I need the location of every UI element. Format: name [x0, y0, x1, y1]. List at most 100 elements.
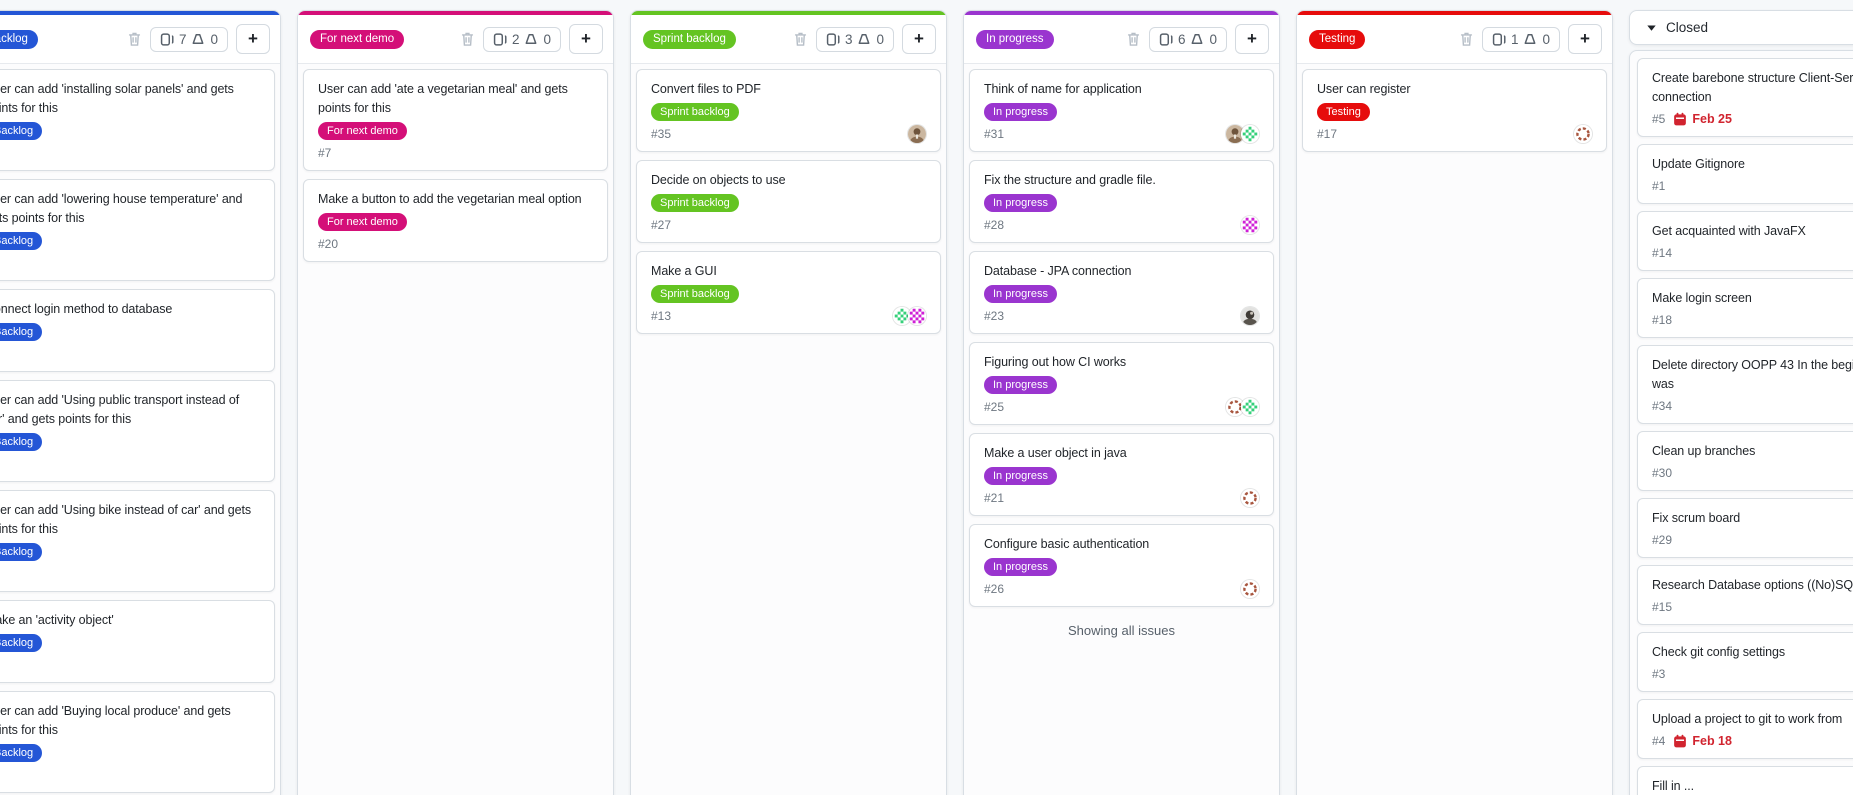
- card[interactable]: Figuring out how CI works In progress #25: [969, 342, 1274, 425]
- card-label-pill: In progress: [984, 194, 1058, 212]
- column-header-closed[interactable]: Closed: [1629, 10, 1853, 45]
- card[interactable]: Think of name for application In progress…: [969, 69, 1274, 152]
- card-label-pill: Sprint backlog: [651, 103, 739, 121]
- column-closed: Closed Create barebone structure Client-S…: [1629, 10, 1853, 795]
- card-meta: [0, 766, 260, 784]
- issue-number: #4: [1652, 734, 1666, 748]
- card[interactable]: User can add 'lowering house temperature…: [0, 179, 275, 281]
- card-title: Make an 'activity object': [0, 613, 114, 627]
- card[interactable]: Clean up branches #30: [1637, 431, 1853, 491]
- card[interactable]: Fill in ...: [1637, 766, 1853, 795]
- card[interactable]: Research Database options ((No)SQL?) #15: [1637, 565, 1853, 625]
- column-title: Closed: [1666, 20, 1709, 35]
- issue-number: #23: [984, 309, 1005, 323]
- card[interactable]: User can add 'Using bike instead of car'…: [0, 490, 275, 592]
- card[interactable]: Make an 'activity object' Backlog: [0, 600, 275, 683]
- add-card-button[interactable]: +: [569, 24, 603, 54]
- card[interactable]: Make a user object in java In progress #21: [969, 433, 1274, 516]
- card[interactable]: Delete directory OOPP 43 In the beginnin…: [1637, 345, 1853, 424]
- add-card-button[interactable]: +: [1568, 24, 1602, 54]
- card-label-pill: Sprint backlog: [651, 194, 739, 212]
- card-title: User can add 'installing solar panels' a…: [0, 82, 234, 115]
- card-meta: [0, 254, 260, 272]
- card[interactable]: User can add 'installing solar panels' a…: [0, 69, 275, 171]
- card-label-pill: For next demo: [318, 213, 407, 231]
- trash-icon[interactable]: [793, 31, 808, 47]
- milestone-icon: [191, 32, 205, 46]
- calendar-icon: [1673, 734, 1687, 749]
- column-header: Sprint backlog 3 0 +: [631, 15, 946, 64]
- card-label-pill: Backlog: [0, 744, 43, 762]
- card[interactable]: Create barebone structure Client-Server …: [1637, 58, 1853, 137]
- card-label-pill: Backlog: [0, 433, 43, 451]
- card-meta: #23: [984, 307, 1259, 325]
- card[interactable]: User can add 'ate a vegetarian meal' and…: [303, 69, 608, 171]
- card-meta: #25: [984, 398, 1259, 416]
- card[interactable]: User can add 'Buying local produce' and …: [0, 691, 275, 793]
- milestone-icon: [1190, 32, 1204, 46]
- card-title: Make login screen: [1652, 291, 1752, 305]
- card[interactable]: Make login screen #18: [1637, 278, 1853, 338]
- card-avatars: [1226, 125, 1259, 143]
- card[interactable]: Update Gitignore #1: [1637, 144, 1853, 204]
- trash-icon[interactable]: [127, 31, 142, 47]
- column-cards: Convert files to PDF Sprint backlog #35 Dec…: [631, 64, 946, 339]
- cards-count-icon: [160, 32, 174, 47]
- issue-number: #20: [318, 237, 339, 251]
- add-card-button[interactable]: +: [902, 24, 936, 54]
- card[interactable]: Decide on objects to use Sprint backlog #2…: [636, 160, 941, 243]
- column-accent-bar: [298, 11, 613, 15]
- card[interactable]: Get acquainted with JavaFX #14: [1637, 211, 1853, 271]
- column-cards: User can add 'ate a vegetarian meal' and…: [298, 64, 613, 267]
- milestones-count: 0: [1542, 31, 1550, 47]
- cards-count: 3: [844, 31, 853, 47]
- card[interactable]: Upload a project to git to work from #4 Fe…: [1637, 699, 1853, 759]
- cards-count-icon: [826, 32, 840, 47]
- card[interactable]: Check git config settings #3: [1637, 632, 1853, 692]
- issue-number: #34: [1652, 399, 1673, 413]
- card-title: Make a button to add the vegetarian meal…: [318, 192, 582, 206]
- milestones-count: 0: [1209, 31, 1217, 47]
- column-backlog: Backlog70+User can add 'installing solar…: [0, 10, 281, 795]
- card[interactable]: Configure basic authentication In progres…: [969, 524, 1274, 607]
- card[interactable]: Make a button to add the vegetarian meal…: [303, 179, 608, 262]
- column-header: Backlog70+: [0, 15, 280, 64]
- issue-number: #14: [1652, 246, 1673, 260]
- trash-icon[interactable]: [460, 31, 475, 47]
- card-title: Upload a project to git to work from: [1652, 712, 1843, 726]
- card-title: Decide on objects to use: [651, 173, 786, 187]
- card[interactable]: Convert files to PDF Sprint backlog #35: [636, 69, 941, 152]
- card[interactable]: User can add 'Using public transport ins…: [0, 380, 275, 482]
- avatar-photo-dark: [1241, 307, 1259, 325]
- milestones-count: 0: [876, 31, 884, 47]
- avatar-identicon-green: [1241, 125, 1259, 143]
- card[interactable]: User can register Testing #17: [1302, 69, 1607, 152]
- card[interactable]: Connect login method to database Backlog: [0, 289, 275, 372]
- milestones-count: 0: [210, 31, 218, 47]
- card[interactable]: Fix scrum board #29: [1637, 498, 1853, 558]
- avatar-photo-person: [908, 125, 926, 143]
- add-card-button[interactable]: +: [236, 24, 270, 54]
- trash-icon[interactable]: [1126, 31, 1141, 47]
- card[interactable]: Make a GUI Sprint backlog #13: [636, 251, 941, 334]
- column-footer-status: Showing all issues: [1068, 623, 1175, 638]
- column-cards: Think of name for application In progress…: [964, 64, 1279, 612]
- card-meta: [0, 144, 260, 162]
- column-accent-bar: [0, 11, 280, 15]
- card[interactable]: Database - JPA connection In progress #23: [969, 251, 1274, 334]
- card-title: User can add 'lowering house temperature…: [0, 192, 243, 225]
- add-card-button[interactable]: +: [1235, 24, 1269, 54]
- issue-number: #21: [984, 491, 1005, 505]
- card-label-pill: In progress: [984, 285, 1058, 303]
- card-label-pill: Backlog: [0, 122, 43, 140]
- card-meta: #15: [1652, 598, 1853, 616]
- card-label-pill: For next demo: [318, 122, 407, 140]
- card-meta: #28: [984, 216, 1259, 234]
- trash-icon[interactable]: [1459, 31, 1474, 47]
- card-meta: #20: [318, 235, 593, 253]
- card[interactable]: Fix the structure and gradle file. In pro…: [969, 160, 1274, 243]
- card-meta: #34: [1652, 397, 1853, 415]
- card-avatars: [1241, 216, 1259, 234]
